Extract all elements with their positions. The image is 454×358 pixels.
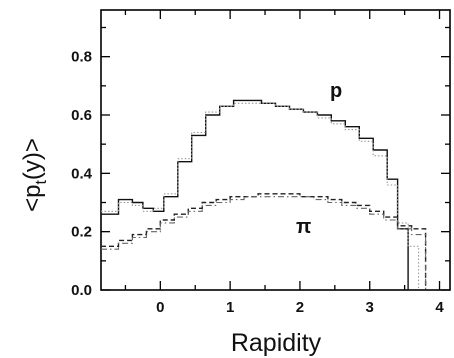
y-tick-label: 0.8 <box>71 49 92 66</box>
y-tick-label: 0.2 <box>71 224 92 241</box>
y-tick-label: 0.0 <box>71 282 92 299</box>
y-axis-title: <pt(y)> <box>19 138 50 212</box>
x-tick-label: 4 <box>435 299 444 316</box>
x-axis-title: Rapidity <box>231 329 322 357</box>
axes-ticks <box>101 10 450 291</box>
series-- <box>101 193 427 290</box>
tick-labels: 0 1 2 3 4 0.0 0.2 0.4 0.6 0.8 <box>71 49 444 316</box>
series-label-p: p <box>330 80 342 102</box>
plot-area <box>100 9 451 291</box>
x-tick-label: 2 <box>296 299 304 316</box>
plot-frame <box>100 9 451 291</box>
y-tick-label: 0.4 <box>71 165 93 182</box>
x-tick-label: 1 <box>226 299 234 316</box>
y-axis-title-tail: (y)> <box>19 138 46 180</box>
series-p <box>101 99 409 290</box>
y-axis-title-main: <p <box>19 185 46 212</box>
y-tick-label: 0.6 <box>71 107 92 124</box>
x-tick-label: 0 <box>156 299 164 316</box>
y-axis-title-sub: t <box>33 180 50 185</box>
series-p-simulation <box>101 102 420 290</box>
series-label-pi: π <box>296 216 311 238</box>
series--simulation <box>101 196 427 290</box>
x-tick-label: 3 <box>366 299 374 316</box>
series-lines <box>101 99 427 290</box>
